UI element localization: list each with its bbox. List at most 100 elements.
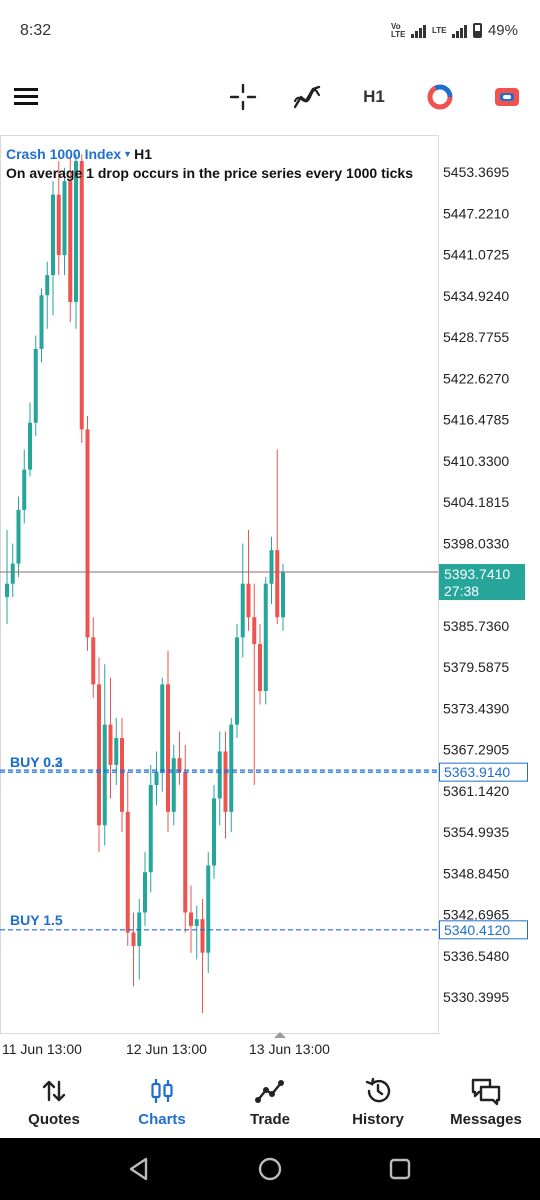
templates-icon[interactable] <box>492 82 522 112</box>
candle-body <box>200 919 205 953</box>
candle-body <box>246 583 251 618</box>
home-icon[interactable] <box>255 1154 285 1184</box>
y-tick-label: 5348.8450 <box>443 865 509 881</box>
y-tick-label: 5373.4390 <box>443 700 509 716</box>
nav-messages-label: Messages <box>450 1111 522 1128</box>
candle-body <box>235 637 239 725</box>
candle-body <box>108 724 113 765</box>
status-icons: Vo LTE LTE 49% <box>391 22 518 39</box>
y-tick-label: 5330.3995 <box>443 989 509 1005</box>
order-label[interactable]: BUY 1.5 <box>10 912 63 928</box>
candle-body <box>51 194 55 276</box>
crosshair-icon[interactable] <box>228 82 258 112</box>
current-price-badge <box>439 564 525 601</box>
candle-body <box>68 181 73 302</box>
signal-icon-1 <box>410 24 426 38</box>
candle-body <box>28 422 32 470</box>
y-tick-label: 5367.2905 <box>443 742 509 758</box>
candle-body <box>85 429 90 638</box>
candle-body <box>275 550 280 618</box>
candle-body <box>5 583 9 598</box>
candle-body <box>131 932 136 947</box>
signal-icon-2 <box>451 24 467 38</box>
candle-body <box>258 644 262 692</box>
candle-body <box>102 724 107 826</box>
bar-countdown-label: 27:38 <box>444 583 479 599</box>
current-price-label: 5393.7410 <box>444 566 510 582</box>
candle-body <box>148 784 153 873</box>
candle-body <box>62 181 67 255</box>
candle-body <box>97 684 101 826</box>
candle-body <box>166 684 170 812</box>
y-tick-label: 5385.7360 <box>443 618 509 634</box>
nav-charts[interactable]: Charts <box>108 1062 216 1138</box>
candle-body <box>16 509 21 564</box>
candle-body <box>22 469 27 510</box>
candle-body <box>91 637 96 685</box>
candle-body <box>79 161 84 430</box>
candle-body <box>33 348 38 423</box>
status-bar: 8:32 Vo LTE LTE 49% <box>0 0 540 62</box>
candle-body <box>120 738 124 812</box>
candle-body <box>240 583 245 638</box>
trade-icon <box>255 1076 285 1106</box>
timeframe-button[interactable]: H1 <box>363 87 385 106</box>
nav-charts-label: Charts <box>138 1111 186 1128</box>
y-tick-label: 5416.4785 <box>443 412 509 428</box>
plot-frame <box>0 135 439 1034</box>
candle-body <box>263 583 268 692</box>
y-tick-label: 5410.3300 <box>443 453 509 469</box>
x-tick-label: 11 Jun 13:00 <box>2 1041 82 1057</box>
battery-icon <box>472 23 482 38</box>
candle-body <box>143 872 147 913</box>
charts-icon <box>149 1076 175 1106</box>
order-price-label: 5363.9140 <box>444 764 510 780</box>
volte-icon: Vo LTE <box>390 21 406 39</box>
nav-trade[interactable]: Trade <box>216 1062 324 1138</box>
order-label[interactable]: BUY 0.2 <box>10 754 63 770</box>
chart-symbol[interactable]: Crash 1000 Index <box>6 146 122 162</box>
candle-body <box>269 550 274 584</box>
nav-history-label: History <box>352 1111 404 1128</box>
y-tick-label: 5404.1815 <box>443 494 509 510</box>
nav-messages[interactable]: Messages <box>432 1062 540 1138</box>
color-wheel-icon[interactable] <box>425 82 455 112</box>
candle-body <box>10 563 15 584</box>
y-tick-label: 5361.1420 <box>443 783 509 799</box>
hamburger-icon[interactable] <box>12 82 42 112</box>
candle-body <box>281 572 285 618</box>
order-label[interactable]: BUY 0.3 <box>10 754 63 770</box>
y-tick-label: 5434.9240 <box>443 288 509 304</box>
system-nav-bar <box>0 1138 540 1200</box>
y-tick-label: 5336.5480 <box>443 948 509 964</box>
y-tick-label: 5428.7755 <box>443 329 509 345</box>
y-tick-label: 5398.0330 <box>443 535 509 551</box>
candle-body <box>183 771 188 913</box>
chart-area[interactable]: 5453.3695 5447.2210 5441.0725 5434.9240 5428… <box>0 135 540 1060</box>
candle-body <box>229 724 234 812</box>
x-tick-label: 12 Jun 13:00 <box>126 1041 207 1057</box>
nav-history[interactable]: History <box>324 1062 432 1138</box>
symbol-dropdown-icon[interactable]: ▼ <box>123 149 133 159</box>
y-tick-label: 5342.6965 <box>443 907 509 923</box>
recents-icon[interactable] <box>385 1154 415 1184</box>
candle-body <box>154 771 159 785</box>
indicators-icon[interactable] <box>292 82 322 112</box>
candle-body <box>217 751 222 799</box>
x-tick-label: 13 Jun 13:00 <box>249 1041 330 1057</box>
candle-body <box>114 738 119 765</box>
price-chart[interactable]: 5453.3695 5447.2210 5441.0725 5434.9240 5428… <box>0 135 540 1060</box>
candle-body <box>160 684 165 772</box>
lte-icon: LTE <box>431 25 447 35</box>
nav-quotes[interactable]: Quotes <box>0 1062 108 1138</box>
candle-body <box>194 919 199 926</box>
y-tick-label: 5441.0725 <box>443 247 509 263</box>
candle-body <box>56 194 61 255</box>
back-icon[interactable] <box>124 1154 154 1184</box>
order-price-badge <box>439 762 528 782</box>
bottom-nav: Quotes Charts Trade History Messages <box>0 1062 540 1138</box>
candle-body <box>125 811 130 933</box>
history-icon <box>364 1076 392 1106</box>
candle-body <box>212 798 216 866</box>
candle-body <box>189 912 193 926</box>
